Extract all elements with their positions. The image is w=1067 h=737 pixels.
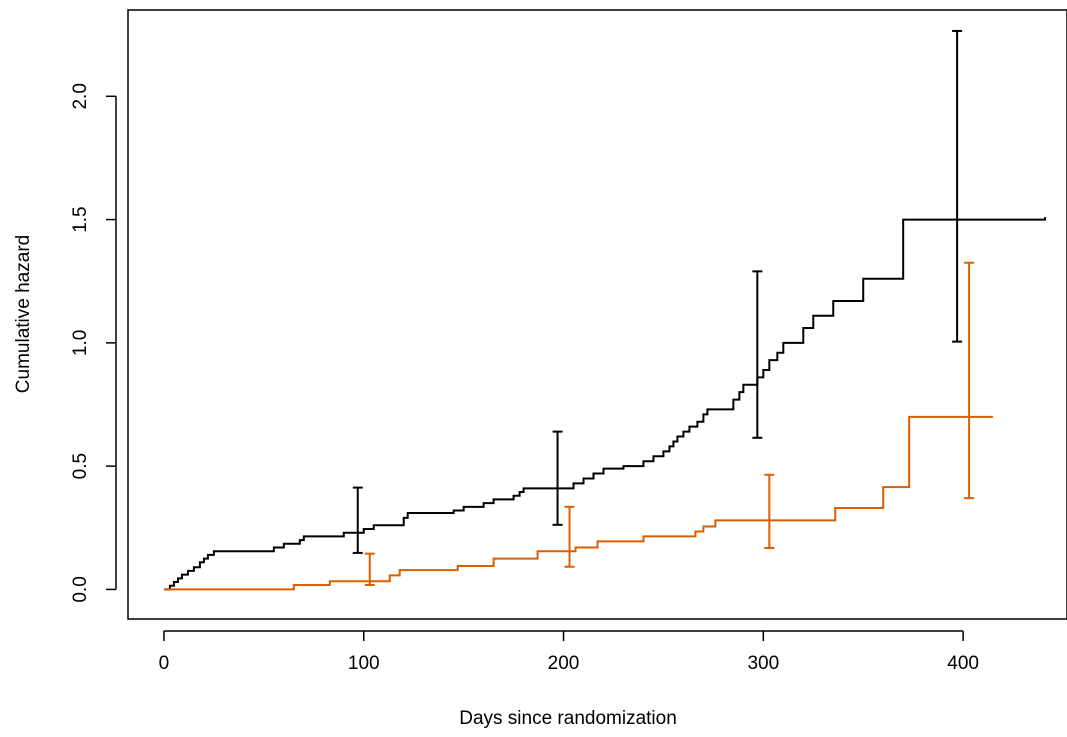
series-2-step-line [163, 415, 994, 591]
error-bar [964, 261, 975, 500]
plot-border [127, 9, 1067, 620]
y-tick-label: 0.5 [70, 453, 91, 479]
error-bar [952, 29, 963, 343]
error-bar [364, 552, 375, 586]
x-tick-label: 200 [548, 653, 580, 674]
x-tick-label: 300 [747, 653, 779, 674]
y-axis-label: Cumulative hazard [13, 235, 34, 393]
y-tick-label: 2.0 [70, 83, 91, 109]
series-2 [163, 261, 994, 591]
series-1-step-line [163, 217, 1047, 591]
y-tick-label: 1.5 [70, 206, 91, 232]
error-bar [752, 270, 763, 439]
x-tick-label: 0 [159, 653, 170, 674]
x-tick-label: 100 [348, 653, 380, 674]
series-layer [163, 29, 1047, 591]
error-bar [552, 430, 563, 526]
error-bar [564, 505, 575, 568]
x-axis-label: Days since randomization [459, 708, 677, 729]
y-tick-label: 1.0 [70, 330, 91, 356]
series-1 [163, 29, 1047, 591]
x-axis: 0 100 200 300 400 [159, 630, 979, 674]
y-tick-label: 0.0 [70, 576, 91, 602]
error-bar [352, 486, 363, 554]
x-tick-label: 400 [947, 653, 979, 674]
y-axis: 0.0 0.5 1.0 1.5 2.0 [70, 83, 117, 603]
error-bar [764, 473, 775, 549]
